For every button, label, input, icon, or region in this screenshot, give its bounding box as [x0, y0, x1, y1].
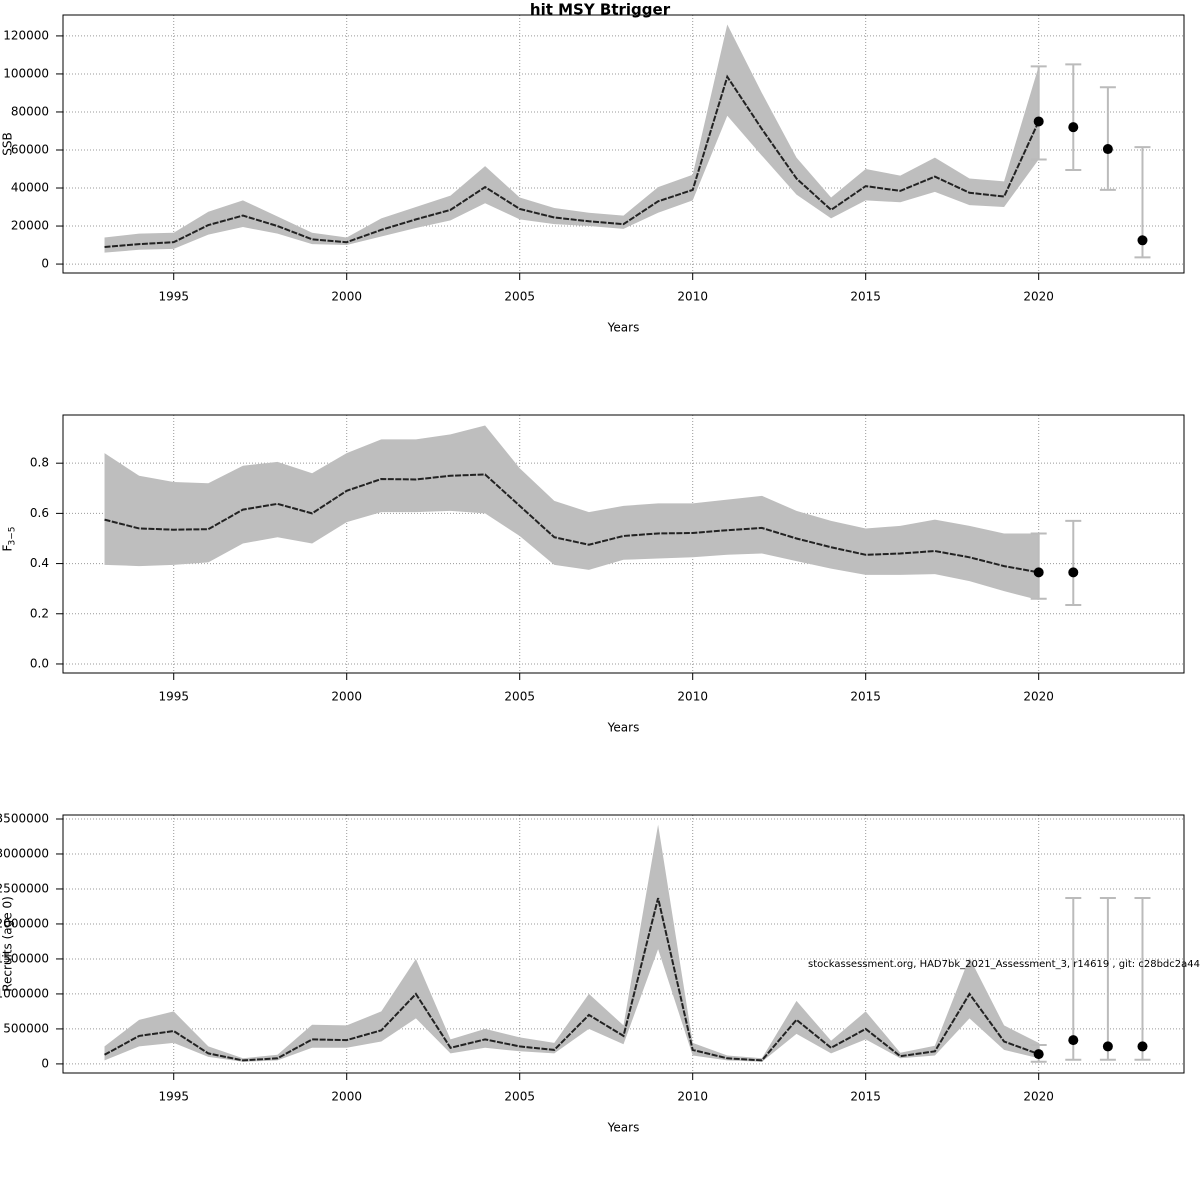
- x-tick-label: 2005: [504, 290, 535, 304]
- x-tick-label: 2010: [677, 690, 708, 704]
- y-tick-label: 0.0: [30, 656, 49, 670]
- x-tick-label: 2020: [1023, 1090, 1054, 1104]
- panel: 1995 2000 2005 2010 2015 2020 0.0 0.2 0.4 0.6 0.8 Y…: [1, 414, 1185, 735]
- y-tick-label: 100000: [3, 66, 49, 80]
- y-tick-label: 120000: [3, 28, 49, 42]
- forecast-point: [1068, 122, 1079, 133]
- y-tick-label: 20000: [11, 219, 49, 233]
- x-tick-label: 2010: [677, 1090, 708, 1104]
- x-axis-label: Years: [607, 1121, 640, 1135]
- forecast-point: [1137, 235, 1148, 246]
- x-tick-label: 1995: [158, 290, 189, 304]
- y-axis-label-subscript: 3−5: [8, 527, 18, 546]
- x-tick-label: 2010: [677, 290, 708, 304]
- y-tick-label: 3500000: [0, 811, 49, 825]
- confidence-band: [104, 824, 1039, 1062]
- plot-frame: [62, 14, 1185, 274]
- x-tick-label: 2020: [1023, 690, 1054, 704]
- forecast-point: [1033, 567, 1044, 578]
- confidence-band: [104, 24, 1039, 253]
- x-tick-label: 2015: [850, 1090, 881, 1104]
- y-tick-label: 0.4: [30, 556, 49, 570]
- x-tick-label: 1995: [158, 1090, 189, 1104]
- confidence-band: [104, 425, 1039, 600]
- forecast-point: [1102, 144, 1113, 155]
- x-tick-label: 1995: [158, 690, 189, 704]
- y-axis-label: F: [1, 544, 15, 551]
- y-tick-label: 3000000: [0, 846, 49, 860]
- y-tick-label: 2000000: [0, 916, 49, 930]
- forecast-point: [1033, 116, 1044, 127]
- estimate-line: [104, 74, 1040, 248]
- x-tick-label: 2020: [1023, 290, 1054, 304]
- y-tick-label: 0: [41, 1056, 49, 1070]
- y-tick-label: 0.6: [30, 506, 49, 520]
- y-tick-label: 40000: [11, 181, 49, 195]
- annotation: stockassessment.org, HAD7bk_2021_Assessm…: [808, 959, 1200, 970]
- y-tick-label: 2500000: [0, 881, 49, 895]
- estimate-line: [104, 473, 1039, 574]
- forecast-point: [1068, 1035, 1079, 1046]
- y-axis-label: Recruits (age 0): [1, 896, 15, 992]
- y-tick-label: 0.8: [30, 456, 49, 470]
- panel: 1995 2000 2005 2010 2015 2020 0 500000 1000000 15…: [0, 811, 1185, 1135]
- y-tick-label: 0: [41, 257, 49, 271]
- x-tick-label: 2015: [850, 290, 881, 304]
- y-tick-label: 500000: [3, 1021, 49, 1035]
- y-tick-label: 60000: [11, 142, 49, 156]
- y-axis-label: SSB: [1, 132, 15, 155]
- x-tick-label: 2015: [850, 690, 881, 704]
- figure-title: hit MSY Btrigger: [530, 1, 671, 19]
- forecast-point: [1068, 567, 1079, 578]
- x-tick-label: 2000: [331, 290, 362, 304]
- plot-frame: [62, 814, 1185, 1074]
- x-tick-label: 2000: [331, 1090, 362, 1104]
- plot-frame: [62, 414, 1185, 674]
- x-tick-label: 2005: [504, 1090, 535, 1104]
- x-tick-label: 2000: [331, 690, 362, 704]
- x-axis-label: Years: [607, 321, 640, 335]
- panel: 1995 2000 2005 2010 2015 2020 0 20000 40000 60000…: [1, 14, 1185, 335]
- y-tick-label: 80000: [11, 104, 49, 118]
- x-axis-label: Years: [607, 721, 640, 735]
- y-tick-label: 1000000: [0, 986, 49, 1000]
- y-tick-label: 1500000: [0, 951, 49, 965]
- estimate-line: [104, 897, 1040, 1062]
- y-tick-label: 0.2: [30, 606, 49, 620]
- forecast-point: [1102, 1041, 1113, 1052]
- forecast-point: [1137, 1041, 1148, 1052]
- x-tick-label: 2005: [504, 690, 535, 704]
- forecast-point: [1033, 1049, 1044, 1060]
